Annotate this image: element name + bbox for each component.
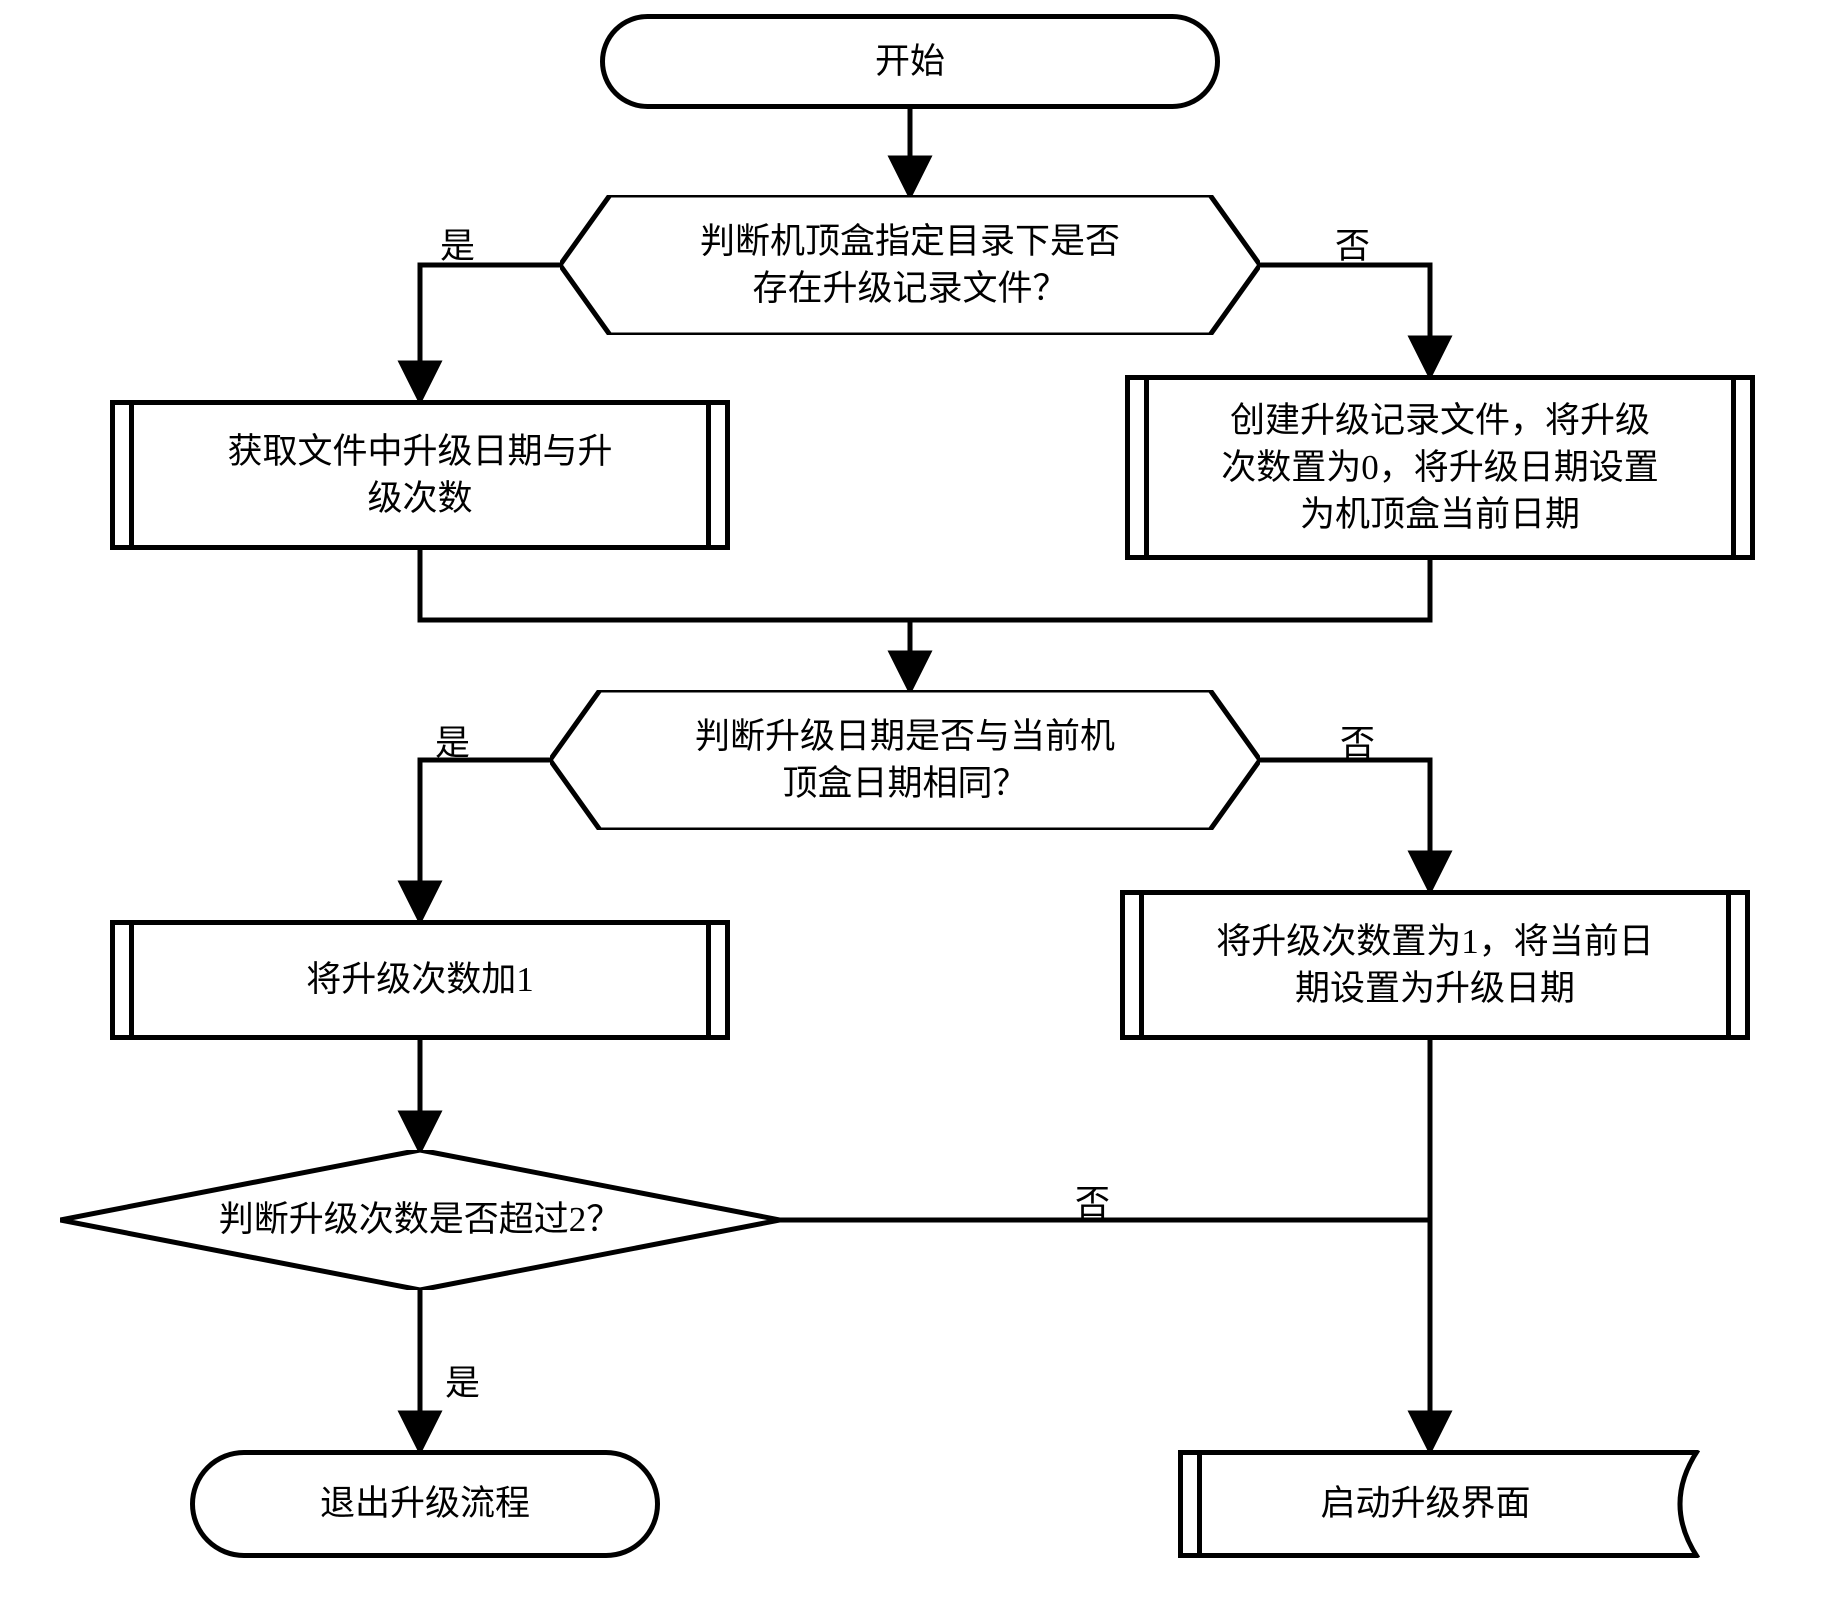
edge-label-d1-no: 否: [1335, 218, 1370, 269]
start-label: 开始: [875, 38, 945, 85]
process-create-file: 创建升级记录文件，将升级 次数置为0，将升级日期设置 为机顶盒当前日期: [1125, 375, 1755, 560]
flowchart-container: 开始 判断机顶盒指定目录下是否 存在升级记录文件？ 获取文件中升级日期与升 级次…: [0, 0, 1823, 1605]
edge-label-d3-yes: 是: [445, 1355, 480, 1406]
exit-label: 退出升级流程: [320, 1480, 530, 1527]
procRight1-label: 创建升级记录文件，将升级 次数置为0，将升级日期设置 为机顶盒当前日期: [1221, 397, 1659, 539]
edge-label-d1-yes: 是: [440, 218, 475, 269]
decision2-label: 判断升级日期是否与当前机 顶盒日期相同？: [550, 690, 1260, 830]
process-increment-count: 将升级次数加1: [110, 920, 730, 1040]
procLeft1-label: 获取文件中升级日期与升 级次数: [227, 428, 612, 523]
edge-label-d2-no: 否: [1340, 715, 1375, 766]
exit-node: 退出升级流程: [190, 1450, 660, 1558]
decision3-label: 判断升级次数是否超过2？: [60, 1150, 780, 1290]
start-node: 开始: [600, 14, 1220, 109]
decision-file-exists: 判断机顶盒指定目录下是否 存在升级记录文件？: [560, 195, 1260, 335]
procRight2-label: 将升级次数置为1，将当前日 期设置为升级日期: [1216, 918, 1654, 1013]
decision-date-same: 判断升级日期是否与当前机 顶盒日期相同？: [550, 690, 1260, 830]
edge-label-d2-yes: 是: [435, 715, 470, 766]
edge-label-d3-no: 否: [1075, 1175, 1110, 1226]
launch-label: 启动升级界面: [1320, 1480, 1530, 1527]
procLeft2-label: 将升级次数加1: [306, 956, 534, 1003]
process-get-file-data: 获取文件中升级日期与升 级次数: [110, 400, 730, 550]
decision-count-over-2: 判断升级次数是否超过2？: [60, 1150, 780, 1290]
launch-node: 启动升级界面: [1178, 1450, 1698, 1558]
decision1-label: 判断机顶盒指定目录下是否 存在升级记录文件？: [560, 195, 1260, 335]
process-set-count-1: 将升级次数置为1，将当前日 期设置为升级日期: [1120, 890, 1750, 1040]
